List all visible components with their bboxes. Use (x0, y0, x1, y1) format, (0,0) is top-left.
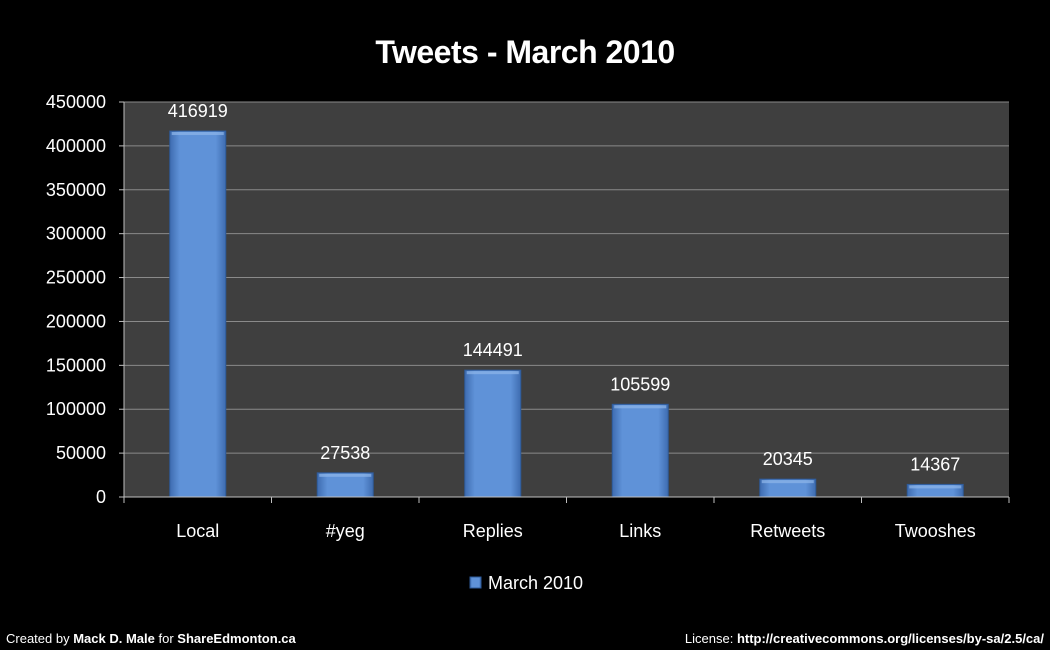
footer-credit-prefix: Created by (6, 631, 70, 646)
data-label: 105599 (610, 374, 670, 394)
bar-highlight (171, 132, 224, 136)
y-tick-label: 350000 (46, 180, 106, 200)
bar-yeg (316, 472, 374, 498)
data-label: 14367 (910, 454, 960, 474)
footer-for: for (158, 631, 174, 646)
plot-area (124, 102, 1009, 497)
bar-replies (464, 369, 522, 498)
legend-label: March 2010 (488, 573, 583, 593)
y-tick-label: 0 (96, 487, 106, 507)
bar-highlight (466, 371, 519, 375)
y-tick-label: 50000 (56, 443, 106, 463)
bar-highlight (614, 405, 667, 409)
footer-site-link[interactable]: ShareEdmonton.ca (177, 631, 296, 646)
footer-license-link[interactable]: http://creativecommons.org/licenses/by-s… (736, 631, 1044, 646)
x-tick-label: Links (619, 521, 661, 541)
data-label: 20345 (763, 449, 813, 469)
y-tick-label: 200000 (46, 311, 106, 331)
footer-credit: Created by Mack D. Male for ShareEdmonto… (6, 631, 296, 646)
footer-license-prefix: License: (684, 631, 734, 646)
chart-title: Tweets - March 2010 (375, 34, 675, 70)
y-tick-label: 250000 (46, 268, 106, 288)
x-tick-label: Local (176, 521, 219, 541)
bar-highlight (761, 480, 814, 484)
x-tick-label: #yeg (326, 521, 365, 541)
bar-highlight (909, 485, 962, 489)
x-tick-label: Twooshes (895, 521, 976, 541)
legend-swatch (469, 576, 482, 589)
x-tick-label: Replies (463, 521, 523, 541)
bar-links (611, 403, 669, 498)
bar-highlight (319, 473, 372, 477)
y-tick-label: 100000 (46, 399, 106, 419)
y-tick-label: 400000 (46, 136, 106, 156)
y-tick-label: 150000 (46, 355, 106, 375)
y-tick-label: 300000 (46, 224, 106, 244)
x-tick-label: Retweets (750, 521, 825, 541)
y-tick-label: 450000 (46, 92, 106, 112)
bar-local (169, 130, 227, 498)
data-label: 144491 (463, 340, 523, 360)
legend: March 2010 (469, 573, 583, 593)
footer-author: Mack D. Male (73, 631, 155, 646)
data-label: 416919 (168, 101, 228, 121)
data-label: 27538 (320, 443, 370, 463)
footer-license: License: http://creativecommons.org/lice… (685, 631, 1044, 646)
